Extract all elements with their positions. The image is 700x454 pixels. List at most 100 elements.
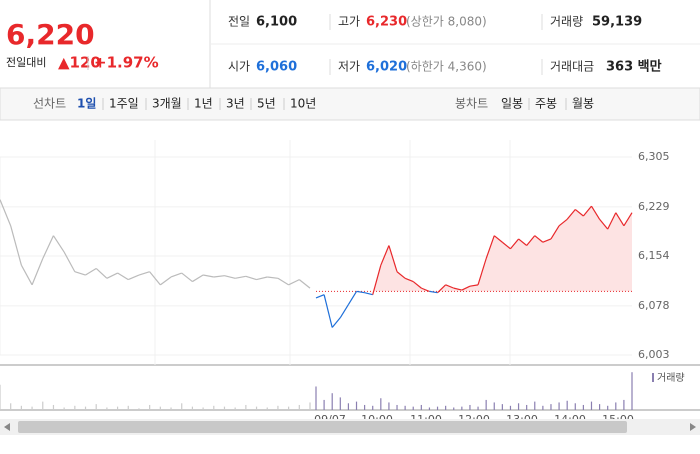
price-line [566,209,576,220]
price-line [42,235,54,259]
price-line [574,208,584,217]
summary-label: 거래량 [550,15,583,29]
summary-value: 6,100 [256,15,297,30]
price-line [331,317,341,328]
price-line [453,287,462,291]
price-line [224,275,236,279]
y-tick-label: 6,003 [638,348,670,361]
price-line [149,271,161,286]
price-line [534,235,544,243]
price: 6,220 [6,18,95,51]
summary-value: 6,060 [256,60,297,75]
price-line [74,271,86,276]
price-line [372,265,382,295]
price-line [192,274,204,283]
tabs: 선차트 1일 1주일 3개월 1년 3년 5년 10년 봉차트 일봉 주봉 월봉 [33,97,594,111]
price-line [277,277,289,286]
price-line [582,205,592,217]
price-line [63,251,76,273]
candle-tab[interactable]: 월봉 [572,97,594,111]
period-tab[interactable]: 10년 [290,97,316,111]
period-tab[interactable]: 1주일 [109,97,139,111]
price-line [128,274,140,281]
scroll-arrow-right[interactable] [690,423,696,431]
scroll-thumb[interactable] [18,421,627,433]
tab-group-label: 선차트 [33,97,66,111]
period-tab[interactable]: 5년 [257,97,276,111]
price-line [347,291,358,305]
price-line [298,279,311,289]
price-line [245,275,257,281]
price-line [170,272,182,278]
summary-label: 전일 [228,15,250,29]
price-line [10,225,22,266]
change-rate: +1.97% [94,54,159,72]
price-line [558,218,568,227]
summary-label: 시가 [228,60,250,74]
price-line [526,235,536,246]
scroll-arrow-left[interactable] [4,423,10,431]
price-line [429,290,438,294]
price-line [159,276,172,286]
price-line [31,258,44,286]
change-label: 전일대비 [6,55,46,69]
price-line [106,272,118,279]
price-line [95,268,108,279]
y-tick-label: 6,229 [638,200,670,213]
price-line [615,212,625,227]
summary-label: 저가 [338,60,360,74]
candle-tab[interactable]: 일봉 [501,97,523,111]
price-line [421,287,430,292]
price-line [138,271,150,276]
period-tab[interactable]: 3개월 [152,97,182,111]
price-line [550,225,560,240]
summary-value: 363 백만 [606,59,662,75]
summary-note: (하한가 4,360) [406,60,487,74]
y-tick-label: 6,305 [638,150,670,163]
price-line [509,238,520,250]
price-line [315,294,325,299]
price-line [117,272,129,281]
summary-label: 거래대금 [550,60,594,74]
candle-tab[interactable]: 주봉 [535,97,557,111]
price-line [52,235,65,253]
price-line [518,238,528,246]
price-line [288,279,300,286]
summary-value: 6,020 [366,60,407,75]
tab-group-label: 봉차트 [455,97,488,111]
period-tab[interactable]: 1일 [77,97,96,111]
change: ▲120 [58,54,101,72]
y-tick-label: 6,078 [638,299,670,312]
period-tab[interactable]: 3년 [226,97,245,111]
price-line [623,212,633,227]
price-line [339,304,349,318]
legend-swatch [652,373,654,382]
price-line [404,277,414,283]
price-line [356,290,365,294]
summary-note: (상한가 8,080) [406,15,487,29]
y-tick-label: 6,154 [638,249,670,262]
price-line [20,264,33,286]
price-line [267,276,279,279]
price-line [181,272,193,283]
summary-label: 고가 [338,15,360,29]
period-tab[interactable]: 1년 [194,97,213,111]
tab-bar [0,87,700,121]
price-line [599,218,609,230]
price-line [437,284,447,294]
price-line [0,199,12,227]
price-line [501,241,511,250]
price-line [590,205,601,220]
price-line [493,235,503,243]
price-line [445,284,454,289]
area-above-baseline [373,206,632,292]
price-line [213,275,225,278]
price-line [412,281,422,289]
price-line [235,275,246,279]
price-line [461,285,471,291]
volume-label: 거래량 [657,372,685,384]
price-line [388,245,398,272]
price-line [85,267,97,276]
price-line [477,258,487,286]
